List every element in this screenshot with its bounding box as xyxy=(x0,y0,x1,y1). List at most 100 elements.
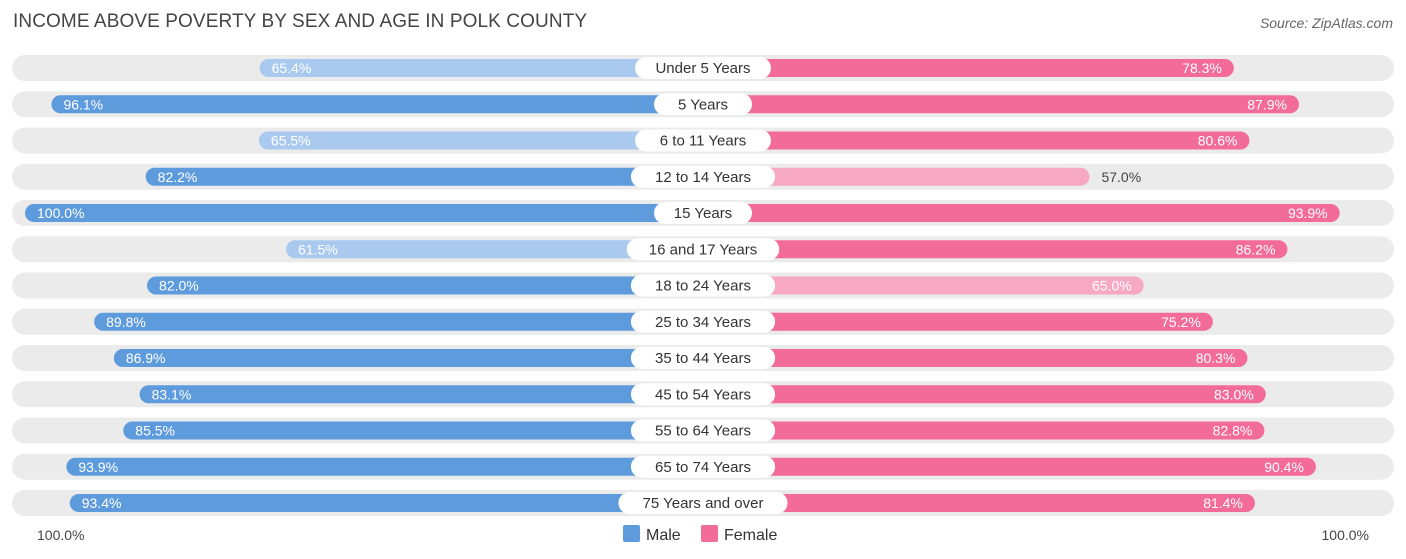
male-value-label: 82.2% xyxy=(158,169,198,185)
female-bar xyxy=(703,59,1234,77)
female-bar xyxy=(703,131,1250,150)
chart-row: 65.5% 80.6% 6 to 11 Years xyxy=(12,127,1394,154)
female-bar xyxy=(703,457,1316,476)
category-label: 16 and 17 Years xyxy=(649,241,757,258)
legend: Male Female xyxy=(623,525,777,544)
male-bar xyxy=(259,59,703,77)
male-value-label: 65.4% xyxy=(272,60,312,76)
legend-female-swatch xyxy=(701,525,718,542)
category-label: 12 to 14 Years xyxy=(655,169,751,186)
category-label: 55 to 64 Years xyxy=(655,423,751,440)
female-value-label: 87.9% xyxy=(1247,96,1287,112)
male-value-label: 100.0% xyxy=(37,205,84,221)
category-pill xyxy=(630,165,776,188)
female-value-label: 81.4% xyxy=(1203,495,1243,511)
female-value-label: 82.8% xyxy=(1213,423,1253,439)
legend-female-label: Female xyxy=(724,527,777,544)
male-bar xyxy=(286,240,703,259)
male-bar xyxy=(25,204,703,222)
category-label: 75 Years and over xyxy=(643,495,764,512)
category-label: 45 to 54 Years xyxy=(655,386,751,403)
female-value-label: 93.9% xyxy=(1288,205,1328,221)
female-bar xyxy=(703,95,1299,114)
chart-row: 100.0% 93.9% 15 Years xyxy=(12,200,1394,226)
male-value-label: 65.5% xyxy=(271,133,311,149)
male-value-label: 85.5% xyxy=(135,423,175,439)
male-bar xyxy=(66,457,703,476)
female-value-label: 83.0% xyxy=(1214,386,1254,402)
female-value-label: 80.3% xyxy=(1196,350,1236,366)
female-bar xyxy=(703,494,1255,512)
male-value-label: 93.4% xyxy=(82,495,122,511)
male-bar xyxy=(113,349,704,367)
female-bar xyxy=(703,240,1288,259)
legend-male-swatch xyxy=(623,525,640,542)
male-bar xyxy=(139,385,703,404)
category-pill xyxy=(630,383,776,406)
chart-row: 96.1% 87.9% 5 Years xyxy=(12,91,1394,118)
chart-row: 82.2% 57.0% 12 to 14 Years xyxy=(12,163,1394,190)
male-bar xyxy=(94,312,703,331)
chart-row: 89.8% 75.2% 25 to 34 Years xyxy=(12,308,1394,335)
female-value-label: 90.4% xyxy=(1264,459,1304,475)
axis-right-label: 100.0% xyxy=(1322,527,1369,543)
category-pill xyxy=(630,455,776,478)
female-value-label: 78.3% xyxy=(1182,60,1222,76)
female-value-label: 86.2% xyxy=(1236,241,1276,257)
chart-row: 61.5% 86.2% 16 and 17 Years xyxy=(12,236,1394,263)
category-pill xyxy=(618,492,788,514)
category-label: 6 to 11 Years xyxy=(660,133,746,150)
category-label: 25 to 34 Years xyxy=(655,314,751,331)
female-value-label: 57.0% xyxy=(1101,169,1141,185)
female-bar xyxy=(703,385,1266,404)
male-bar xyxy=(51,95,703,114)
female-bar xyxy=(703,312,1213,331)
category-pill xyxy=(654,202,752,224)
male-value-label: 93.9% xyxy=(78,459,118,475)
chart-row: 65.4% 78.3% Under 5 Years xyxy=(12,55,1394,81)
chart-title: INCOME ABOVE POVERTY BY SEX AND AGE IN P… xyxy=(13,11,588,32)
male-bar xyxy=(69,494,704,512)
category-label: 5 Years xyxy=(678,96,728,113)
category-pill xyxy=(630,419,776,442)
category-pill xyxy=(635,129,771,152)
chart-row: 82.0% 65.0% 18 to 24 Years xyxy=(12,272,1394,299)
male-bar xyxy=(147,276,704,295)
category-label: 35 to 44 Years xyxy=(655,350,751,367)
female-bar xyxy=(703,204,1340,222)
chart-row: 86.9% 80.3% 35 to 44 Years xyxy=(12,345,1394,371)
category-label: 18 to 24 Years xyxy=(655,278,751,295)
male-bar xyxy=(258,131,703,150)
female-bar xyxy=(703,167,1090,186)
chart-row: 85.5% 82.8% 55 to 64 Years xyxy=(12,417,1394,444)
female-value-label: 80.6% xyxy=(1198,133,1238,149)
male-value-label: 86.9% xyxy=(126,350,166,366)
female-value-label: 65.0% xyxy=(1092,278,1132,294)
category-pill xyxy=(654,93,752,116)
chart-row: 83.1% 83.0% 45 to 54 Years xyxy=(12,381,1394,408)
male-value-label: 82.0% xyxy=(159,278,199,294)
category-label: Under 5 Years xyxy=(655,60,750,77)
male-value-label: 89.8% xyxy=(106,314,146,330)
axis-left-label: 100.0% xyxy=(37,527,84,543)
category-pill xyxy=(635,57,771,79)
female-bar xyxy=(703,349,1248,367)
category-pill xyxy=(630,347,776,369)
chart-row: 93.9% 90.4% 65 to 74 Years xyxy=(12,453,1394,480)
male-value-label: 61.5% xyxy=(298,241,338,257)
male-bar xyxy=(123,421,703,440)
category-pill xyxy=(630,310,776,333)
male-bar xyxy=(145,167,703,186)
chart-source: Source: ZipAtlas.com xyxy=(1259,15,1393,31)
legend-male-label: Male xyxy=(646,527,681,544)
category-pill xyxy=(630,274,776,297)
female-bar xyxy=(703,421,1265,440)
chart-row: 93.4% 81.4% 75 Years and over xyxy=(12,490,1394,516)
category-pill xyxy=(626,238,780,261)
male-value-label: 96.1% xyxy=(63,96,103,112)
female-bar xyxy=(703,276,1144,295)
category-label: 15 Years xyxy=(674,205,732,222)
category-label: 65 to 74 Years xyxy=(655,459,751,476)
female-value-label: 75.2% xyxy=(1161,314,1201,330)
